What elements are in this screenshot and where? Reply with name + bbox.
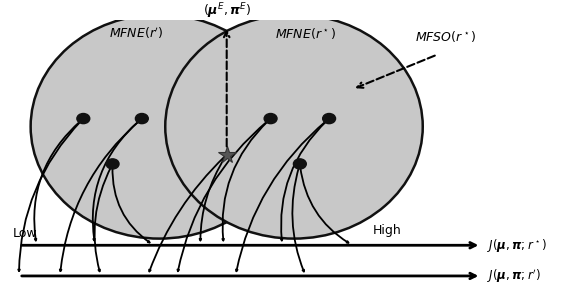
FancyArrowPatch shape [34,120,81,240]
FancyArrowPatch shape [199,157,225,240]
FancyArrowPatch shape [178,120,269,271]
Text: $J(\boldsymbol{\mu}, \boldsymbol{\pi}; r')$: $J(\boldsymbol{\mu}, \boldsymbol{\pi}; r… [487,267,541,285]
FancyArrowPatch shape [18,121,81,271]
Text: High: High [373,224,402,237]
Ellipse shape [293,159,306,169]
FancyArrowPatch shape [95,166,111,271]
Text: Low: Low [13,227,38,240]
FancyArrowPatch shape [60,120,140,271]
Ellipse shape [106,159,119,169]
Text: $J(\boldsymbol{\mu}, \boldsymbol{\pi}; r^\star)$: $J(\boldsymbol{\mu}, \boldsymbol{\pi}; r… [487,237,547,254]
FancyArrowPatch shape [112,167,149,242]
FancyArrowPatch shape [93,120,140,240]
Ellipse shape [165,15,423,238]
Text: MFNE$(r')$: MFNE$(r')$ [109,25,163,41]
FancyArrowPatch shape [222,120,269,240]
Ellipse shape [135,113,148,124]
FancyArrowPatch shape [281,120,327,240]
FancyArrowPatch shape [292,166,304,272]
Ellipse shape [31,15,288,238]
FancyArrowPatch shape [300,167,349,243]
Ellipse shape [323,113,336,124]
Ellipse shape [77,113,90,124]
Text: MFNE$(r^\star)$: MFNE$(r^\star)$ [275,26,336,41]
FancyArrowPatch shape [236,120,327,271]
Text: $(\boldsymbol{\mu}^E, \boldsymbol{\pi}^E)$: $(\boldsymbol{\mu}^E, \boldsymbol{\pi}^E… [203,2,251,21]
Ellipse shape [264,113,277,124]
Text: MFSO$(r^\star)$: MFSO$(r^\star)$ [415,29,477,44]
FancyArrowPatch shape [149,156,225,271]
